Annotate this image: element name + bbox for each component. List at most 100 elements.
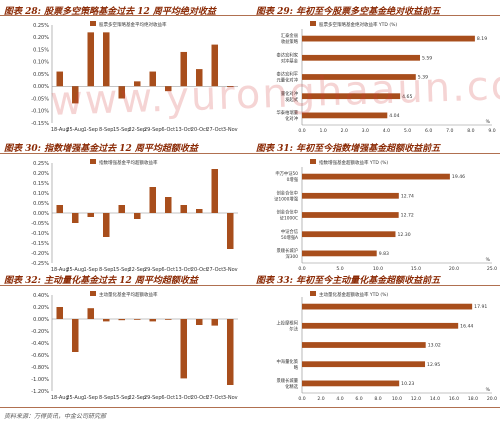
- category-label: 上投摩根阿: [277, 319, 299, 326]
- legend-label: 主动量化基金平均超额收益率: [99, 291, 158, 298]
- legend-swatch: [90, 21, 96, 26]
- legend-swatch: [310, 291, 316, 296]
- bar: [71, 86, 79, 104]
- bar: [211, 44, 219, 87]
- title-divider: [0, 153, 500, 154]
- x-tick-label: 0.0: [298, 266, 305, 272]
- x-tick-label: 29-Sep: [144, 395, 162, 401]
- x-tick-label: 29-Sep: [144, 267, 162, 273]
- bar: [302, 303, 473, 310]
- title-divider: [0, 15, 500, 16]
- x-tick-label: 3.0: [362, 128, 369, 134]
- category-label: 创金合信中: [277, 209, 298, 216]
- hbar-chart-long-short-ytd: 股票多空策略基金绝对收益率 YTD (%) 0.0 1.0 2.0 3.0 4.0 5.0 6…: [277, 21, 496, 134]
- chart-title: 图表 33: 年初至今主动量化基金超额收益前五: [256, 276, 441, 286]
- unit-label: %: [486, 257, 491, 263]
- bar: [302, 192, 399, 199]
- x-tick-label: 18.0: [468, 396, 478, 402]
- bar-chart-active-quant-weekly: 主动量化基金平均超额收益率 -1.20% -1.00% -0.80% -0.60% -0.…: [31, 291, 238, 401]
- bar: [302, 322, 459, 329]
- x-tick-label: 18-Aug: [51, 395, 69, 401]
- x-tick-label: 20-Oct: [191, 395, 208, 401]
- y-tick-label: 0.00%: [33, 84, 49, 90]
- bar: [118, 319, 126, 321]
- bar: [180, 319, 188, 379]
- bar: [87, 32, 95, 87]
- chart-index: 图表 30:: [4, 144, 41, 154]
- x-tick-label: 5.0: [404, 128, 411, 134]
- y-tick-label: -0.80%: [31, 365, 49, 371]
- category-label: 泰达宏利家: [277, 51, 299, 58]
- bar: [56, 307, 64, 319]
- x-tick-label: 3-Nov: [223, 127, 238, 133]
- bar: [302, 93, 401, 100]
- bar: [180, 205, 188, 213]
- x-tick-label: 10.0: [373, 266, 383, 272]
- chart-index: 图表 29:: [256, 7, 293, 17]
- x-tick-label: 1-Sep: [84, 267, 98, 273]
- x-tick-label: 10.0: [392, 396, 402, 402]
- y-tick-label: 0.05%: [33, 72, 49, 78]
- bar: [195, 209, 203, 213]
- category-label: 50增强A: [281, 234, 298, 241]
- x-tick-label: 20-Oct: [191, 127, 208, 133]
- y-tick-label: 0.15%: [33, 47, 49, 53]
- x-tick-label: 12.0: [411, 396, 421, 402]
- x-tick-label: 0.0: [298, 396, 305, 402]
- y-tick-label: -0.20%: [31, 251, 49, 257]
- bar: [164, 197, 172, 213]
- data-label: 16.44: [460, 323, 473, 329]
- data-label: 12.72: [401, 213, 414, 219]
- x-tick-label: 20.0: [487, 396, 497, 402]
- x-tick-label: 7.0: [446, 128, 453, 134]
- bar: [195, 69, 203, 87]
- bar: [302, 54, 421, 61]
- y-tick-label: 0.20%: [33, 171, 49, 177]
- bar: [302, 212, 399, 218]
- category-label: 证1000C: [280, 215, 298, 222]
- bar: [195, 319, 203, 325]
- y-tick-label: 0.25%: [33, 161, 49, 167]
- x-tick-label: 1-Sep: [84, 127, 98, 133]
- y-tick-label: -1.00%: [31, 377, 49, 383]
- y-tick-label: 0.00%: [33, 317, 49, 323]
- chart-index: 图表 32:: [4, 276, 41, 286]
- y-tick-label: 0.20%: [33, 35, 49, 41]
- bar: [302, 112, 388, 119]
- x-tick-label: 27-Oct: [206, 395, 223, 401]
- category-label: 化对冲: [285, 115, 298, 122]
- source-divider: [0, 407, 500, 408]
- bar: [302, 342, 426, 348]
- legend-swatch: [90, 291, 96, 296]
- x-tick-label: 8-Sep: [99, 267, 113, 273]
- y-tick-label: 0.40%: [33, 293, 49, 299]
- hbar-chart-index-enhanced-ytd: 指数增强基金超额收益率 YTD (%) 0.0 5.0 10.0 15.0 20.0 25.…: [274, 159, 497, 272]
- y-tick-label: -0.15%: [31, 241, 49, 247]
- data-label: 19.46: [452, 174, 465, 180]
- x-tick-label: 13-Oct: [175, 127, 192, 133]
- category-label: 元量化对冲: [277, 77, 298, 84]
- y-tick-label: -0.40%: [31, 341, 49, 347]
- bar: [149, 71, 157, 87]
- x-tick-label: 27-Oct: [206, 267, 223, 273]
- category-label: 中海量化策: [277, 358, 299, 365]
- category-label: 景顺长城量: [277, 377, 299, 384]
- x-tick-label: 1-Sep: [84, 395, 98, 401]
- category-label: 证1000增强: [274, 195, 299, 202]
- y-tick-label: -0.10%: [31, 109, 49, 115]
- bar: [87, 213, 95, 217]
- data-label: 12.30: [397, 232, 410, 238]
- bar: [180, 51, 188, 87]
- x-tick-label: 0.0: [298, 128, 305, 134]
- x-tick-label: 18-Aug: [51, 267, 69, 273]
- x-tick-label: 27-Oct: [206, 127, 223, 133]
- x-tick-label: 6-Oct: [161, 127, 175, 133]
- data-label: 9.83: [379, 251, 389, 257]
- unit-label: %: [486, 119, 491, 125]
- bar: [118, 86, 126, 99]
- bar: [56, 205, 64, 213]
- x-tick-label: 8.0: [374, 396, 381, 402]
- bar: [71, 319, 79, 352]
- y-tick-label: -0.05%: [31, 221, 49, 227]
- x-tick-label: 3-Nov: [223, 395, 238, 401]
